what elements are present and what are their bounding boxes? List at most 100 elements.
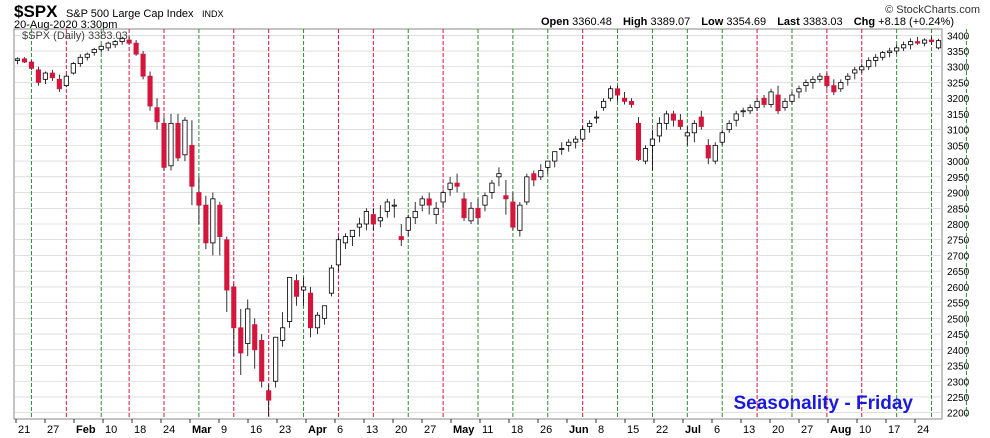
y-tick-label: 2600 <box>947 283 970 294</box>
y-tick-label: 2500 <box>947 314 970 325</box>
x-tick-label: 18 <box>511 424 523 436</box>
candle-body <box>196 192 202 206</box>
candle-body <box>754 100 760 109</box>
candle-body <box>894 47 900 52</box>
candle-body <box>649 138 655 146</box>
y-tick-label: 2550 <box>947 299 970 310</box>
last-value: 3383.03 <box>802 16 843 28</box>
y-tick-label: 3150 <box>947 110 970 121</box>
x-tick-label: 20 <box>772 424 784 436</box>
candle-body <box>566 141 572 146</box>
x-tick-label: 21 <box>18 424 30 436</box>
candle-body <box>475 207 481 219</box>
y-tick-label: 3300 <box>947 63 970 74</box>
x-tick-label: Feb <box>76 424 96 436</box>
x-tick-label: May <box>453 424 475 436</box>
candle-body <box>447 182 453 190</box>
x-tick-label: 24 <box>163 424 175 436</box>
candle-body <box>307 292 314 329</box>
x-tick-label: 6 <box>337 424 343 436</box>
candle-body <box>35 69 41 83</box>
y-tick-label: 3000 <box>947 157 970 168</box>
candle-body <box>628 100 635 105</box>
candle-body <box>838 82 844 90</box>
candle-body <box>810 78 816 83</box>
candle-body <box>412 211 418 219</box>
open-value: 3360.48 <box>572 16 612 28</box>
x-tick-label: Aug <box>830 424 851 436</box>
candle-body <box>635 122 642 160</box>
candle-body <box>91 49 97 53</box>
candle-body <box>14 58 21 61</box>
y-tick-label: 2850 <box>947 204 970 215</box>
x-tick-label: 24 <box>917 424 929 436</box>
candle-body <box>370 214 376 225</box>
candle-body <box>880 52 886 58</box>
candle-body <box>266 390 272 401</box>
x-tick-label: 11 <box>482 424 493 436</box>
candle-body <box>712 144 718 162</box>
candle-body <box>238 327 244 354</box>
candle-body <box>531 173 537 181</box>
candle-body <box>740 110 746 113</box>
candle-body <box>719 132 725 143</box>
x-tick-label: Jun <box>569 424 589 436</box>
candle-body <box>426 198 432 206</box>
y-tick-label: 2650 <box>947 267 970 278</box>
candle-body <box>280 327 286 341</box>
candle-body <box>384 201 390 212</box>
candle-body <box>398 236 404 241</box>
candle-body <box>608 88 614 99</box>
y-tick-label: 3400 <box>947 31 970 42</box>
high-value: 3389.07 <box>650 16 691 28</box>
candle-body <box>468 207 474 222</box>
y-tick-label: 2700 <box>947 251 970 262</box>
last-label: Last <box>777 16 800 28</box>
exchange-label: INDX <box>202 9 224 19</box>
candle-body <box>921 39 928 44</box>
x-tick-label: Jul <box>685 424 701 436</box>
y-tick-label: 2200 <box>947 409 970 420</box>
brand-watermark[interactable]: © StockCharts.com <box>885 4 980 16</box>
candle-body <box>852 69 858 74</box>
x-tick-label: 23 <box>279 424 291 436</box>
candle-body <box>189 144 195 187</box>
candle-body <box>663 113 669 124</box>
candle-body <box>56 78 62 90</box>
x-tick-label: 13 <box>743 424 755 436</box>
candle-body <box>287 277 293 322</box>
y-tick-label: 2750 <box>947 236 970 247</box>
candle-body <box>698 116 704 127</box>
candle-body <box>363 211 369 225</box>
candle-body <box>377 217 383 222</box>
candle-body <box>77 56 83 64</box>
candle-body <box>405 217 411 231</box>
candle-body <box>559 148 565 150</box>
candle-body <box>594 116 600 119</box>
y-tick-label: 2300 <box>947 377 970 388</box>
candle-body <box>391 204 397 207</box>
candle-body <box>580 129 586 140</box>
candle-body <box>224 239 230 291</box>
candle-body <box>126 39 132 44</box>
candle-body <box>524 176 530 203</box>
x-tick-label: 16 <box>250 424 262 436</box>
y-tick-label: 2250 <box>947 393 970 404</box>
y-tick-label: 2900 <box>947 189 970 200</box>
candle-body <box>349 229 355 237</box>
candle-body <box>796 88 802 93</box>
y-tick-label: 3350 <box>947 47 970 58</box>
candle-body <box>259 339 265 382</box>
candle-body <box>461 198 467 219</box>
x-tick-label: 17 <box>888 424 900 436</box>
open-label: Open <box>540 16 570 28</box>
candle-body <box>642 148 649 162</box>
candle-body <box>775 94 781 112</box>
candle-body <box>133 42 139 55</box>
x-tick-label: 26 <box>540 424 552 436</box>
candle-body <box>873 56 879 61</box>
candle-body <box>733 113 739 121</box>
ticker-description: S&P 500 Large Cap Index <box>65 8 194 20</box>
candle-body <box>621 97 628 102</box>
